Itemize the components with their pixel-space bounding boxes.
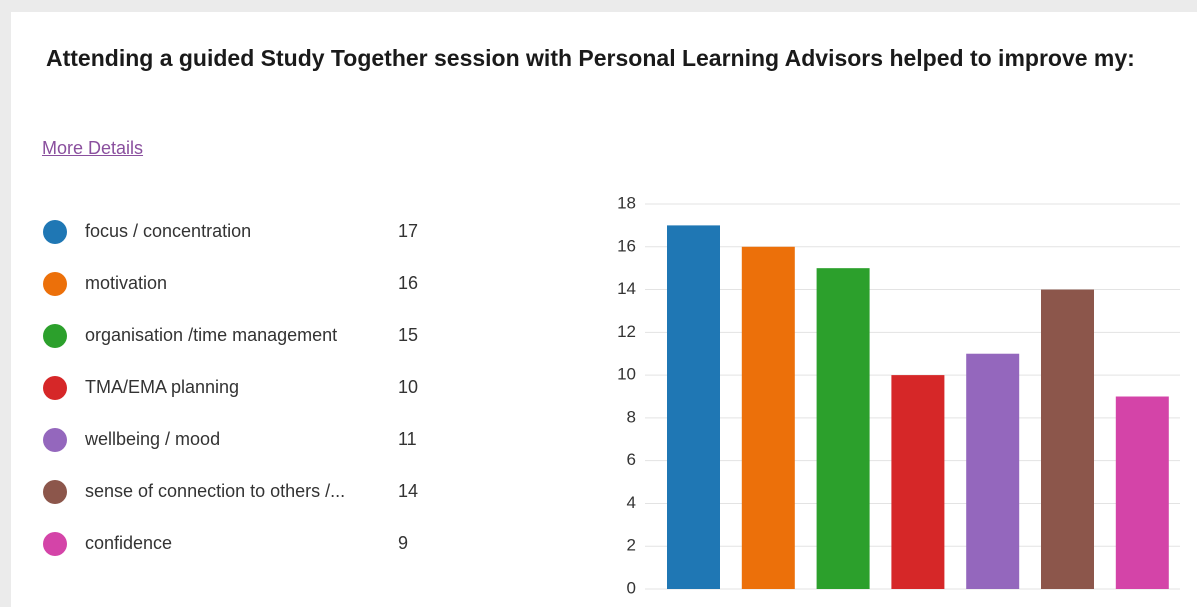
- legend-value: 10: [398, 377, 418, 397]
- legend-value: 15: [398, 325, 418, 345]
- legend-label: sense of connection to others /...: [85, 481, 345, 501]
- bar: [1115, 396, 1169, 589]
- legend-value: 17: [398, 221, 418, 241]
- y-tick-label: 14: [617, 279, 636, 298]
- chart-title: Attending a guided Study Together sessio…: [46, 45, 1135, 71]
- legend-value: 14: [398, 481, 418, 501]
- legend-swatch: [43, 376, 67, 400]
- legend-label: organisation /time management: [85, 325, 337, 345]
- legend-swatch: [43, 532, 67, 556]
- bar: [667, 225, 720, 589]
- legend-label: wellbeing / mood: [84, 429, 220, 449]
- bar: [741, 246, 795, 589]
- legend-label: confidence: [85, 533, 172, 553]
- bar: [1041, 289, 1094, 589]
- y-tick-label: 6: [627, 450, 636, 469]
- legend-swatch: [43, 220, 67, 244]
- legend-swatch: [43, 480, 67, 504]
- y-tick-label: 4: [627, 493, 636, 512]
- legend-value: 9: [398, 533, 408, 553]
- legend-swatch: [43, 428, 67, 452]
- y-tick-label: 0: [627, 578, 636, 597]
- bar: [816, 268, 870, 589]
- bar: [891, 375, 945, 589]
- y-tick-label: 12: [617, 322, 636, 341]
- legend-label: focus / concentration: [85, 221, 251, 241]
- y-tick-label: 18: [617, 193, 636, 212]
- y-tick-label: 2: [627, 536, 636, 555]
- legend-swatch: [43, 324, 67, 348]
- bar: [966, 353, 1020, 589]
- y-tick-label: 10: [617, 365, 636, 384]
- y-tick-label: 8: [627, 407, 636, 426]
- more-details-link[interactable]: More Details: [42, 138, 144, 158]
- legend-value: 11: [398, 429, 417, 449]
- legend-label: TMA/EMA planning: [85, 377, 239, 397]
- legend-label: motivation: [85, 273, 167, 293]
- y-tick-label: 16: [617, 236, 636, 255]
- legend-swatch: [43, 272, 67, 296]
- legend-value: 16: [398, 273, 418, 293]
